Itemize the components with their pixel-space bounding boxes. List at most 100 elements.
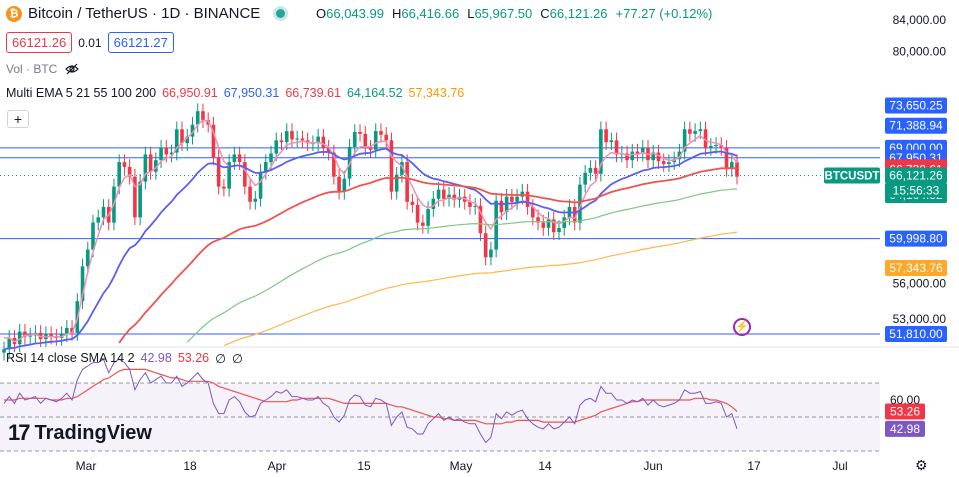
countdown-bg <box>885 183 947 198</box>
candle-body <box>494 200 498 250</box>
sell-button[interactable]: 66121.26 <box>6 32 73 53</box>
buy-button[interactable]: 66121.27 <box>107 32 174 53</box>
candle-body <box>65 327 69 335</box>
candle-body <box>735 162 739 177</box>
x-tick-label: 15 <box>357 459 371 473</box>
ohlc-values: O66,043.99 H66,416.66 L65,967.50 C66,121… <box>316 6 713 21</box>
candle-body <box>190 124 195 137</box>
rsi-legend[interactable]: RSI 14 close SMA 14 2 42.98 53.26 ∅ ∅ <box>6 351 243 366</box>
volume-label: Vol · BTC <box>6 62 58 76</box>
ema-100-line <box>186 188 738 343</box>
x-tick-label: Jul <box>832 459 847 473</box>
rsi-sma-value: 53.26 <box>177 351 210 365</box>
add-indicator-button[interactable]: + <box>7 110 29 128</box>
price-tick-label: 53,000.00 <box>893 312 947 326</box>
candle-body <box>703 129 708 148</box>
candle-body <box>96 217 101 223</box>
rsi-tag-0: 42.98 <box>890 422 920 436</box>
market-status-icon[interactable] <box>276 9 286 18</box>
candle-body <box>316 136 320 144</box>
candle-body <box>222 186 226 189</box>
candle-body <box>562 217 567 228</box>
candle-body <box>410 201 415 205</box>
candle-body <box>253 198 258 202</box>
candle-body <box>185 136 190 144</box>
candle-body <box>373 131 378 150</box>
tradingview-logo-icon: 17 <box>8 420 31 445</box>
candle-body <box>269 153 273 163</box>
candle-body <box>729 162 734 169</box>
ema-legend[interactable]: Multi EMA 5 21 55 100 200 66,950.91 67,9… <box>6 86 464 100</box>
candle-body <box>49 334 53 337</box>
candle-body <box>332 152 336 177</box>
candle-body <box>101 206 106 218</box>
settings-gear-icon[interactable]: ⚙ <box>915 457 928 473</box>
tradingview-logo[interactable]: 17 TradingView <box>8 420 152 446</box>
candle-body <box>159 147 163 161</box>
candle-body <box>290 131 294 140</box>
candle-body <box>384 134 389 141</box>
price-tick-label: 80,000.00 <box>893 45 947 59</box>
candle-body <box>614 140 619 155</box>
candle-body <box>169 152 174 155</box>
candle-body <box>174 129 179 153</box>
candle-body <box>7 337 12 350</box>
symbol-tag: BTCUSDT <box>825 171 880 183</box>
candle-body <box>405 162 409 202</box>
candle-body <box>148 154 153 172</box>
candle-body <box>321 136 326 148</box>
candle-body <box>232 154 237 163</box>
ema-value-2: 67,950.31 <box>223 86 280 100</box>
candle-body <box>431 198 436 209</box>
candle-body <box>489 249 493 258</box>
x-tick-label: May <box>450 459 473 473</box>
candle-body <box>258 171 263 199</box>
candle-body <box>709 145 713 148</box>
candle-body <box>227 162 231 189</box>
candle-body <box>211 124 216 158</box>
candle-body <box>661 161 666 165</box>
candle-body <box>154 160 158 172</box>
candle-body <box>478 205 483 234</box>
candle-body <box>122 162 127 167</box>
candle-body <box>531 206 535 218</box>
candle-body <box>326 147 331 153</box>
volume-legend[interactable]: Vol · BTC <box>6 62 80 76</box>
candle-body <box>688 129 692 134</box>
candle-body <box>248 186 252 202</box>
flash-event-icon[interactable]: ⚡ <box>733 318 751 336</box>
candle-body <box>415 204 420 223</box>
candle-body <box>572 206 577 223</box>
candle-body <box>342 178 347 192</box>
level-tag-0: 73,650.25 <box>889 98 943 112</box>
open-value: 66,043.99 <box>326 6 384 21</box>
price-tag-4-bg <box>885 260 947 277</box>
candle-body <box>379 131 383 135</box>
change-value: +77.27 (+0.12%) <box>615 6 713 21</box>
candle-body <box>389 140 394 192</box>
level-tag-1-bg <box>885 117 947 134</box>
candle-body <box>274 140 279 154</box>
candle-body <box>557 227 561 233</box>
candle-body <box>337 176 341 192</box>
candle-body <box>588 167 593 173</box>
candle-body <box>80 266 85 302</box>
candle-body <box>138 181 142 218</box>
candle-body <box>609 140 614 143</box>
level-tag-1: 71,388.94 <box>889 119 943 133</box>
rsi-tag-1: 53.26 <box>890 404 920 418</box>
candle-body <box>499 200 504 213</box>
eye-off-icon[interactable] <box>65 63 80 75</box>
rsi-tag-0-bg <box>885 420 925 437</box>
symbol-header[interactable]: ₿ Bitcoin / TetherUS · 1D · BINANCE <box>6 5 286 22</box>
tradingview-logo-text: TradingView <box>34 421 152 444</box>
candle-body <box>593 167 598 174</box>
candle-body <box>468 201 472 207</box>
candle-body <box>551 219 556 233</box>
candle-body <box>724 147 729 169</box>
candle-body <box>682 129 687 152</box>
ema-21-line <box>3 147 738 351</box>
price-tick-label: 84,000.00 <box>893 13 947 27</box>
x-tick-label: Jun <box>643 459 662 473</box>
